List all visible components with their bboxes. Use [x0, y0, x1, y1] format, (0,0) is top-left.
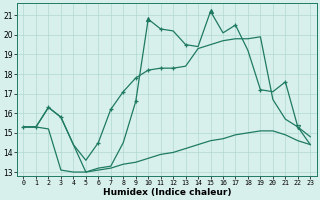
X-axis label: Humidex (Indice chaleur): Humidex (Indice chaleur) [103, 188, 231, 197]
